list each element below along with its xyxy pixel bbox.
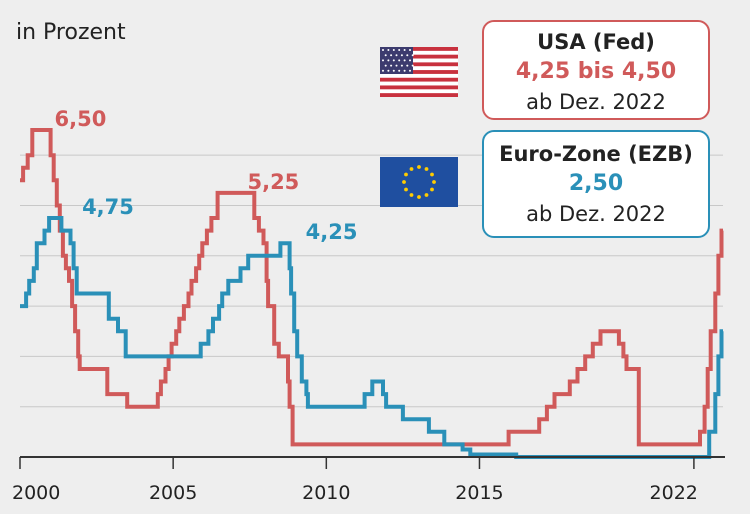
- x-axis: 2000 2005 2010 2015 2022: [12, 456, 725, 504]
- legend-ezb-date: ab Dez. 2022: [526, 202, 666, 226]
- legend-ezb-title: Euro-Zone (EZB): [499, 142, 693, 166]
- legend-ezb-value: 2,50: [568, 171, 624, 196]
- x-tick-label-2015: 2015: [455, 482, 503, 504]
- x-tick-label-2005: 2005: [149, 482, 197, 504]
- us-flag-icon: [380, 47, 458, 97]
- annotations: 6,50 5,25 4,75 4,25: [55, 107, 358, 244]
- legend-box-ezb: Euro-Zone (EZB) 2,50 ab Dez. 2022: [482, 130, 710, 238]
- x-tick-label-2000: 2000: [12, 482, 60, 504]
- x-tick-label-2022: 2022: [650, 482, 698, 504]
- annotation-3: 4,25: [306, 220, 358, 244]
- annotation-2: 4,75: [82, 195, 134, 219]
- series-lines: [20, 128, 724, 459]
- annotation-1: 5,25: [247, 170, 299, 194]
- annotation-0: 6,50: [55, 107, 107, 131]
- legend-fed-value: 4,25 bis 4,50: [515, 59, 677, 84]
- legend-fed-date: ab Dez. 2022: [526, 90, 666, 114]
- series-line-ezb: [20, 216, 724, 459]
- legend-box-fed: USA (Fed) 4,25 bis 4,50 ab Dez. 2022: [482, 20, 710, 120]
- x-tick-label-2010: 2010: [302, 482, 350, 504]
- eu-flag-icon: [380, 157, 458, 207]
- legend-fed-title: USA (Fed): [537, 30, 655, 54]
- series-line-fed: [20, 128, 724, 447]
- unit-label: in Prozent: [16, 20, 126, 45]
